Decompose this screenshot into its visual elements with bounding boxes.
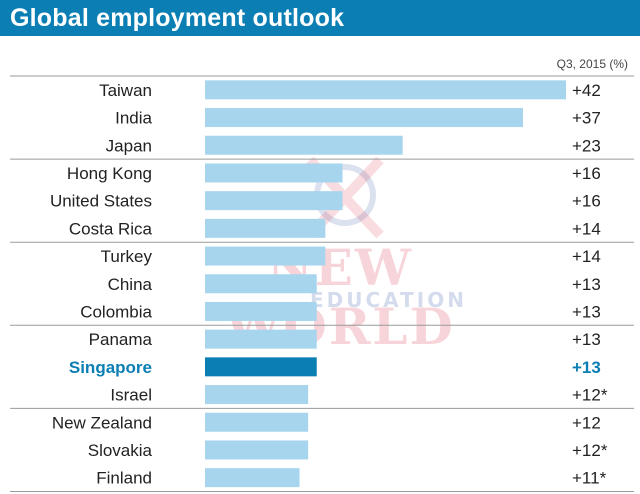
bar-row: Taiwan +42 xyxy=(99,80,601,100)
category-label: Singapore xyxy=(69,358,152,377)
value-label: +13 xyxy=(572,330,601,349)
value-label: +37 xyxy=(572,109,601,128)
bar xyxy=(205,412,309,432)
bar xyxy=(205,108,524,128)
category-label: New Zealand xyxy=(52,413,152,432)
bar-row: Colombia +13 xyxy=(80,301,601,321)
category-label: Japan xyxy=(106,136,152,155)
bar-row: Turkey +14 xyxy=(101,246,601,266)
bar xyxy=(205,218,326,238)
bar-row: China +13 xyxy=(108,274,601,294)
category-label: Finland xyxy=(96,469,152,488)
category-label: Hong Kong xyxy=(67,164,152,183)
category-label: Slovakia xyxy=(88,441,153,460)
value-label: +11* xyxy=(572,469,607,488)
value-label: +16 xyxy=(572,164,601,183)
bar-row: Costa Rica +14 xyxy=(69,218,601,238)
value-label: +42 xyxy=(572,81,601,100)
header-bar: Global employment outlook xyxy=(0,0,640,36)
value-label: +14 xyxy=(572,247,601,266)
category-label: China xyxy=(108,275,153,294)
category-label: India xyxy=(115,109,152,128)
bar xyxy=(205,329,317,349)
bar xyxy=(205,468,300,488)
unit-note: Q3, 2015 (%) xyxy=(557,57,628,71)
bar xyxy=(205,385,309,405)
bar-row: India +37 xyxy=(115,108,601,128)
bar-row: Singapore +13 xyxy=(69,357,601,377)
value-label: +13 xyxy=(572,358,601,377)
category-label: Israel xyxy=(110,386,152,405)
bar-row: Israel +12* xyxy=(110,385,608,405)
chart-title: Global employment outlook xyxy=(10,4,345,32)
category-label: Panama xyxy=(89,330,153,349)
bar xyxy=(205,301,317,321)
bar xyxy=(205,191,343,211)
bar xyxy=(205,135,403,155)
category-label: Turkey xyxy=(101,247,153,266)
value-label: +12* xyxy=(572,386,608,405)
bar xyxy=(205,440,309,460)
bar xyxy=(205,274,317,294)
bar-row: Slovakia +12* xyxy=(88,440,608,460)
category-label: United States xyxy=(50,192,152,211)
value-label: +13 xyxy=(572,302,601,321)
bar-row: New Zealand +12 xyxy=(52,412,601,432)
bar-row: United States +16 xyxy=(50,191,601,211)
category-label: Costa Rica xyxy=(69,219,153,238)
value-label: +23 xyxy=(572,136,601,155)
bar-row: Hong Kong +16 xyxy=(67,163,601,183)
bar xyxy=(205,246,326,266)
bar xyxy=(205,163,343,183)
bar xyxy=(205,80,566,100)
bar-row: Panama +13 xyxy=(89,329,601,349)
value-label: +14 xyxy=(572,219,601,238)
bar-row: Finland +11* xyxy=(96,468,607,488)
bar-row: Japan +23 xyxy=(106,135,601,155)
value-label: +12* xyxy=(572,441,608,460)
value-label: +12 xyxy=(572,413,601,432)
value-label: +16 xyxy=(572,192,601,211)
bar-chart: Q3, 2015 (%) Taiwan +42 India +37 Japan +23 Ho… xyxy=(10,57,634,492)
category-label: Colombia xyxy=(80,302,152,321)
bar xyxy=(205,357,317,377)
value-label: +13 xyxy=(572,275,601,294)
category-label: Taiwan xyxy=(99,81,152,100)
